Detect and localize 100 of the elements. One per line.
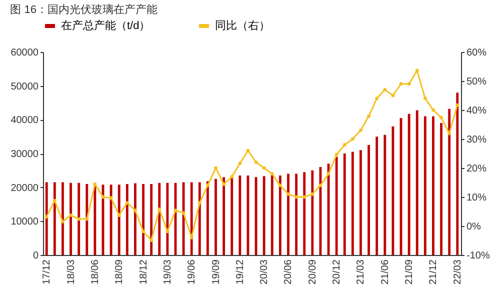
point <box>69 214 73 217</box>
bar <box>368 145 370 255</box>
bar <box>198 182 201 255</box>
bar <box>440 123 442 255</box>
y-tick-label: 40000 <box>10 115 39 126</box>
bar <box>142 184 144 255</box>
point <box>286 192 290 196</box>
bar <box>190 182 193 255</box>
y-tick-label: 60000 <box>10 48 39 58</box>
bar <box>416 110 418 255</box>
bar <box>287 174 290 255</box>
point <box>383 88 387 92</box>
x-tick-label: 21/09 <box>404 259 416 285</box>
x-tick-label: 20/03 <box>259 259 270 285</box>
point <box>334 152 338 156</box>
bar <box>158 182 161 255</box>
y2-tick-label: 30% <box>466 134 487 146</box>
bar <box>118 184 120 255</box>
bar <box>126 184 128 255</box>
x-tick-label: 18/09 <box>114 259 126 285</box>
bar <box>448 108 451 255</box>
y2-tick-label: 60% <box>466 48 487 58</box>
bar <box>392 126 394 255</box>
x-tick-label: 21/03 <box>356 259 367 285</box>
point <box>310 192 314 196</box>
bar <box>45 182 48 255</box>
bar <box>70 182 72 255</box>
y2-tick-label: 10% <box>466 192 487 204</box>
x-tick-label: 19/09 <box>210 259 222 285</box>
point <box>423 96 427 100</box>
point <box>222 182 226 186</box>
y2-tick-label: 0% <box>466 222 482 232</box>
bar <box>432 116 434 255</box>
x-tick-label: 20/09 <box>307 259 318 285</box>
point <box>77 217 81 221</box>
bar <box>262 176 266 255</box>
bar <box>222 177 226 255</box>
bar <box>78 182 80 255</box>
x-tick-label: 20/12 <box>332 259 343 285</box>
bar <box>53 182 56 255</box>
point <box>85 217 89 221</box>
point <box>415 68 419 72</box>
bar <box>110 184 112 255</box>
point <box>198 201 202 205</box>
y-tick-label: 0 <box>32 250 39 262</box>
point <box>133 208 137 212</box>
point <box>391 94 395 98</box>
bar <box>351 152 354 255</box>
point <box>174 208 178 212</box>
x-tick-label: 19/06 <box>186 259 198 285</box>
y2-tick-label: 40% <box>466 106 487 116</box>
bar <box>86 184 88 255</box>
point <box>294 195 298 199</box>
bar <box>456 92 459 255</box>
y-tick-label: 50000 <box>10 81 39 92</box>
point <box>318 184 322 188</box>
point <box>431 108 435 112</box>
bar <box>343 154 346 255</box>
y2-tick-label: 50% <box>466 76 487 88</box>
x-tick-label: 19/12 <box>234 259 246 285</box>
bar <box>150 184 153 255</box>
legend-label: 同比（右） <box>215 19 270 32</box>
point <box>278 184 282 188</box>
x-tick-label: 19/03 <box>162 259 174 285</box>
point <box>61 220 64 224</box>
chart-title: 图 16：国内光伏玻璃在产产能 <box>10 3 158 16</box>
point <box>270 172 274 176</box>
bar <box>166 182 169 255</box>
bar <box>376 136 378 255</box>
point <box>206 184 210 188</box>
point <box>262 166 266 170</box>
bar <box>295 174 298 255</box>
point <box>456 103 460 107</box>
x-tick-label: 20/06 <box>283 259 294 285</box>
point <box>142 230 146 234</box>
x-tick-label: 21/06 <box>380 259 391 285</box>
point <box>367 114 371 118</box>
bar <box>134 183 136 255</box>
bar <box>278 175 282 255</box>
bar <box>384 134 386 255</box>
point <box>101 195 105 199</box>
x-tick-label: 18/12 <box>138 259 150 285</box>
point <box>407 82 411 86</box>
point <box>166 230 170 234</box>
legend-label: 在产总产能（t/d） <box>61 19 150 32</box>
point <box>358 128 362 132</box>
point <box>93 182 97 186</box>
point <box>342 143 346 147</box>
bar <box>230 177 234 255</box>
bar <box>335 156 338 255</box>
bar <box>206 181 209 255</box>
point <box>246 148 250 152</box>
bar <box>408 114 410 255</box>
point <box>190 236 194 240</box>
y-tick-label: 30000 <box>10 149 39 160</box>
bar <box>214 178 217 255</box>
point <box>214 166 218 170</box>
point <box>302 195 306 199</box>
y-tick-label: 20000 <box>10 182 39 194</box>
point <box>399 82 403 86</box>
